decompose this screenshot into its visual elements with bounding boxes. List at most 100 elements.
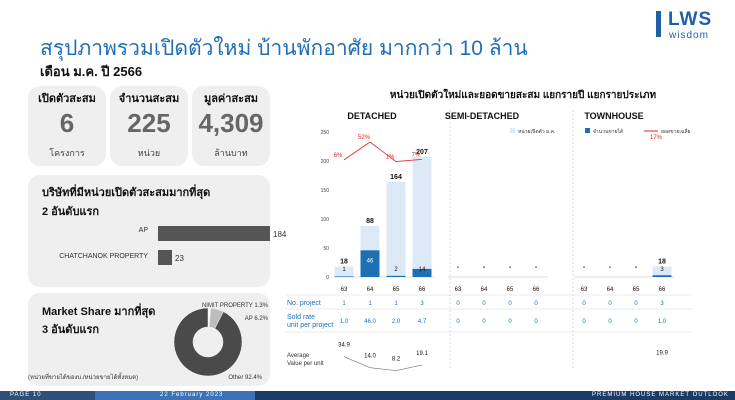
logo-text: LWS (668, 9, 713, 30)
rate-label: 52% (358, 135, 371, 141)
kpi-card-projects: เปิดตัวสะสม 6 โครงการ (28, 86, 106, 166)
projects-value: 0 (456, 301, 460, 307)
company-value: 23 (175, 254, 184, 263)
bar-sold (334, 276, 354, 277)
company-value: 184 (273, 230, 287, 239)
avg-value-label: 34.9 (338, 343, 350, 349)
page-subtitle: เดือน ม.ค. ปี 2566 (40, 64, 143, 79)
top-companies-title: บริษัทที่มีหน่วยเปิดตัวสะสมมากที่สุด (42, 187, 211, 199)
kpi-unit: โครงการ (49, 148, 85, 158)
group-header-townhouse: TOWNHOUSE (584, 111, 643, 121)
x-tick-label: 66 (659, 287, 666, 293)
kpi-label: เปิดตัวสะสม (38, 93, 96, 105)
x-tick-label: 64 (481, 287, 488, 293)
x-tick-label: 66 (419, 287, 426, 293)
bar-sold (386, 275, 406, 277)
bar-sold-label: 2 (394, 267, 398, 273)
x-tick-label: 64 (367, 287, 374, 293)
bar-launched-label: - (483, 264, 486, 271)
projects-value: 1 (342, 301, 346, 307)
footer-bar: PAGE 10 22 February 2023 PREMIUM HOUSE M… (0, 391, 735, 400)
kpi-unit: ล้านบาท (214, 148, 248, 158)
kpi-value: 225 (127, 108, 171, 138)
projects-value: 3 (660, 301, 664, 307)
avg-value-label: 14.0 (364, 354, 376, 360)
legend-swatch-launched (510, 128, 515, 133)
bar-launched-label: 18 (340, 259, 348, 266)
chart-title: หน่วยเปิดตัวใหม่และยอดขายสะสม แยกรายปี แ… (390, 88, 657, 101)
y-tick-label: 150 (321, 188, 330, 194)
legend-swatch-sold (585, 128, 590, 133)
y-tick-label: 250 (321, 130, 330, 136)
projects-value: 0 (634, 301, 638, 307)
bar-sold-label: 1 (342, 267, 346, 273)
bar-launched-label: - (609, 264, 612, 271)
market-share-donut: NIMIT PROPERTY 1.3% AP 6.2% Other 92.4% (173, 303, 269, 381)
sold-rate-value: 0 (608, 319, 612, 325)
bar-launched-label: - (535, 264, 538, 271)
avg-value-label: 8.2 (392, 357, 401, 363)
bar-launched (334, 266, 354, 277)
row-label-projects: No. project (287, 300, 321, 307)
kpi-card-value: มูลค่าสะสม 4,309 ล้านบาท (192, 86, 270, 166)
top-companies-subtitle: 2 อันดับแรก (42, 206, 100, 218)
projects-value: 1 (368, 301, 372, 307)
donut-label: Other 92.4% (228, 375, 262, 381)
row-label-sold-rate: Sold rate (287, 314, 315, 321)
y-tick-label: 0 (326, 275, 329, 281)
sold-rate-value: 0 (456, 319, 460, 325)
kpi-unit: หน่วย (137, 148, 161, 158)
sold-rate-value: 0 (634, 319, 638, 325)
legend-label-rate: ยอดขายเฉลี่ย (661, 128, 691, 135)
x-tick-label: 63 (581, 287, 588, 293)
bar-launched-label: - (457, 264, 460, 271)
x-tick-label: 66 (533, 287, 540, 293)
bar-sold (652, 275, 672, 277)
rate-label: 17% (650, 135, 663, 141)
company-bar (158, 226, 270, 241)
x-tick-label: 65 (507, 287, 514, 293)
legend-label-launched: หน่วยเปิดตัว ม.ค. (518, 128, 555, 135)
x-tick-label: 64 (607, 287, 614, 293)
projects-value: 0 (534, 301, 538, 307)
bar-launched-label: - (509, 264, 512, 271)
x-tick-label: 63 (455, 287, 462, 293)
projects-value: 0 (508, 301, 512, 307)
projects-value: 3 (420, 301, 424, 307)
sold-rate-value: 1.0 (658, 319, 667, 325)
bar-launched-label: 18 (658, 259, 666, 266)
rate-line (343, 141, 423, 162)
company-label: CHATCHANOK PROPERTY (59, 253, 148, 260)
projects-value: 0 (582, 301, 586, 307)
donut-label: AP 6.2% (245, 316, 269, 322)
top-companies-card: บริษัทที่มีหน่วยเปิดตัวสะสมมากที่สุด 2 อ… (28, 175, 286, 287)
bar-launched-label: 207 (416, 149, 428, 156)
sold-rate-value: 0 (534, 319, 538, 325)
group-header-detached: DETACHED (347, 111, 397, 121)
x-tick-label: 63 (341, 287, 348, 293)
bar-launched (386, 181, 406, 277)
bar-launched (652, 266, 672, 277)
sold-rate-value: 0 (508, 319, 512, 325)
logo-subtext: wisdom (669, 30, 709, 41)
y-tick-label: 50 (323, 246, 329, 252)
kpi-value: 6 (59, 108, 75, 138)
page-title: สรุปภาพรวมเปิดตัวใหม่ บ้านพักอาศัย มากกว… (40, 37, 528, 60)
rate-label: 7% (412, 152, 421, 158)
donut-slice-other (173, 307, 243, 377)
row-label-sold-rate-2: unit per project (287, 322, 333, 329)
projects-value: 0 (482, 301, 486, 307)
kpi-card-units: จำนวนสะสม 225 หน่วย (110, 86, 188, 166)
footer-page: PAGE 10 (10, 392, 42, 398)
footer-report: PREMIUM HOUSE MARKET OUTLOOK (592, 392, 729, 398)
bar-sold-label: 3 (660, 267, 664, 273)
row-label-avg-value-2: Value per unit (287, 361, 324, 367)
kpi-label: มูลค่าสะสม (203, 93, 259, 105)
x-tick-label: 65 (393, 287, 400, 293)
y-tick-label: 100 (321, 217, 330, 223)
bar-launched-label: - (635, 264, 638, 271)
bar-sold (412, 268, 432, 277)
rate-label: 1% (386, 155, 395, 161)
logo-mark (656, 11, 661, 37)
legend-label-sold: จำนวนขายได้ (593, 128, 623, 135)
